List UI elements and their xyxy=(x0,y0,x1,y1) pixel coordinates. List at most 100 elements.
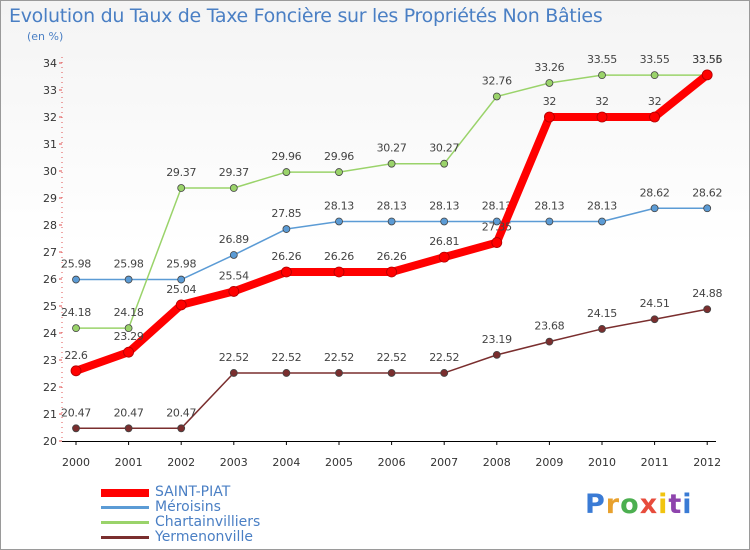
data-label-saint-piat: 26.26 xyxy=(324,250,354,263)
legend-label-yermenonville: Yermenonville xyxy=(155,529,253,545)
logo-letter: i xyxy=(682,489,693,520)
data-label-chartainvilliers: 33.55 xyxy=(692,53,722,66)
data-point-yermenonville xyxy=(492,350,501,359)
data-label-meroisins: 28.13 xyxy=(324,199,354,212)
data-label-meroisins: 28.13 xyxy=(482,199,512,212)
data-label-saint-piat: 33.56 xyxy=(692,53,722,66)
y-tick-label: 34 xyxy=(43,57,57,70)
data-point-chartainvilliers xyxy=(545,79,554,87)
data-point-meroisins xyxy=(387,217,396,226)
y-tick-label: 33 xyxy=(43,84,57,97)
y-tick-label: 26 xyxy=(43,273,57,286)
y-tick-label: 29 xyxy=(43,192,57,205)
logo-letter: r xyxy=(605,489,621,520)
data-label-chartainvilliers: 30.27 xyxy=(377,142,407,155)
data-point-chartainvilliers xyxy=(177,184,186,192)
data-point-yermenonville xyxy=(387,369,396,377)
data-label-yermenonville: 23.68 xyxy=(534,320,564,333)
data-point-chartainvilliers xyxy=(124,324,133,333)
legend-item-saint-piat: SAINT-PIAT xyxy=(101,485,260,500)
data-label-meroisins: 28.13 xyxy=(534,199,564,212)
data-point-meroisins xyxy=(545,217,554,226)
logo-letter: o xyxy=(620,489,640,520)
data-label-yermenonville: 20.47 xyxy=(166,406,196,419)
data-label-chartainvilliers: 29.37 xyxy=(166,166,196,179)
data-label-saint-piat: 25.54 xyxy=(219,269,249,282)
data-point-saint-piat xyxy=(280,266,292,278)
data-point-saint-piat xyxy=(386,266,398,278)
logo-letter: t xyxy=(668,489,683,520)
data-point-chartainvilliers xyxy=(492,92,501,101)
data-point-yermenonville xyxy=(229,369,238,377)
data-point-meroisins xyxy=(440,217,449,226)
y-tick-label: 25 xyxy=(43,300,57,313)
y-tick-label: 20 xyxy=(43,435,57,448)
x-tick-label: 2000 xyxy=(62,456,90,469)
data-point-yermenonville xyxy=(282,369,291,377)
legend-swatch-chartainvilliers xyxy=(101,521,149,524)
logo-letter: P xyxy=(585,489,606,520)
data-point-saint-piat xyxy=(491,237,503,248)
legend-item-meroisins: Méroisins xyxy=(101,500,260,515)
data-label-yermenonville: 24.15 xyxy=(587,307,617,320)
data-point-saint-piat xyxy=(333,266,345,278)
data-point-saint-piat xyxy=(701,69,713,81)
y-tick-label: 27 xyxy=(43,246,57,259)
data-point-meroisins xyxy=(492,217,501,226)
chart-title: Evolution du Taux de Taxe Foncière sur l… xyxy=(9,5,603,27)
y-tick-label: 24 xyxy=(43,327,57,340)
y-tick-label: 30 xyxy=(43,165,57,178)
data-label-yermenonville: 23.19 xyxy=(482,333,512,346)
data-point-chartainvilliers xyxy=(598,71,606,80)
y-tick-label: 31 xyxy=(43,138,57,151)
data-label-saint-piat: 23.29 xyxy=(114,330,144,343)
y-tick-label: 22 xyxy=(43,381,57,394)
data-point-yermenonville xyxy=(598,325,606,333)
data-label-meroisins: 26.89 xyxy=(219,233,249,246)
y-axis-unit-label: (en %) xyxy=(27,30,64,43)
legend-label-chartainvilliers: Chartainvilliers xyxy=(155,514,261,530)
data-point-meroisins xyxy=(282,225,291,233)
data-label-saint-piat: 26.26 xyxy=(271,250,301,263)
x-tick-label: 2003 xyxy=(220,456,248,469)
data-point-saint-piat xyxy=(596,111,608,123)
y-tick-label: 32 xyxy=(43,111,57,124)
data-label-yermenonville: 24.88 xyxy=(692,287,722,300)
data-label-saint-piat: 32 xyxy=(595,95,608,108)
data-label-yermenonville: 22.52 xyxy=(219,351,249,364)
data-label-yermenonville: 20.47 xyxy=(61,406,91,419)
x-tick-label: 2006 xyxy=(378,456,406,469)
data-label-yermenonville: 22.52 xyxy=(429,351,459,364)
data-label-yermenonville: 22.52 xyxy=(271,351,301,364)
y-tick-label: 21 xyxy=(43,408,57,421)
data-point-saint-piat xyxy=(649,111,660,123)
data-label-saint-piat: 26.26 xyxy=(377,250,407,263)
data-label-chartainvilliers: 24.18 xyxy=(61,306,91,319)
data-point-meroisins xyxy=(335,217,343,226)
data-point-saint-piat xyxy=(228,286,240,297)
data-point-yermenonville xyxy=(335,369,343,377)
data-point-yermenonville xyxy=(703,305,712,314)
data-label-meroisins: 27.85 xyxy=(271,207,301,220)
data-label-meroisins: 28.62 xyxy=(692,186,722,199)
data-label-saint-piat: 32 xyxy=(543,95,556,108)
legend: SAINT-PIAT Méroisins Chartainvilliers Ye… xyxy=(101,485,260,545)
data-point-chartainvilliers xyxy=(72,324,80,333)
x-tick-label: 2001 xyxy=(115,456,143,469)
data-point-yermenonville xyxy=(177,424,186,433)
data-point-saint-piat xyxy=(70,365,82,377)
x-tick-label: 2009 xyxy=(535,456,563,469)
x-tick-label: 2007 xyxy=(430,456,458,469)
data-label-chartainvilliers: 29.96 xyxy=(271,150,301,163)
y-tick-label: 23 xyxy=(43,354,57,367)
data-label-meroisins: 28.13 xyxy=(429,199,459,212)
data-label-chartainvilliers: 29.96 xyxy=(324,150,354,163)
data-label-yermenonville: 22.52 xyxy=(324,351,354,364)
data-point-meroisins xyxy=(650,204,659,213)
legend-swatch-saint-piat xyxy=(101,488,149,497)
data-point-chartainvilliers xyxy=(282,168,291,176)
data-point-chartainvilliers xyxy=(440,159,449,168)
data-point-saint-piat xyxy=(544,111,555,123)
data-point-chartainvilliers xyxy=(335,168,343,176)
